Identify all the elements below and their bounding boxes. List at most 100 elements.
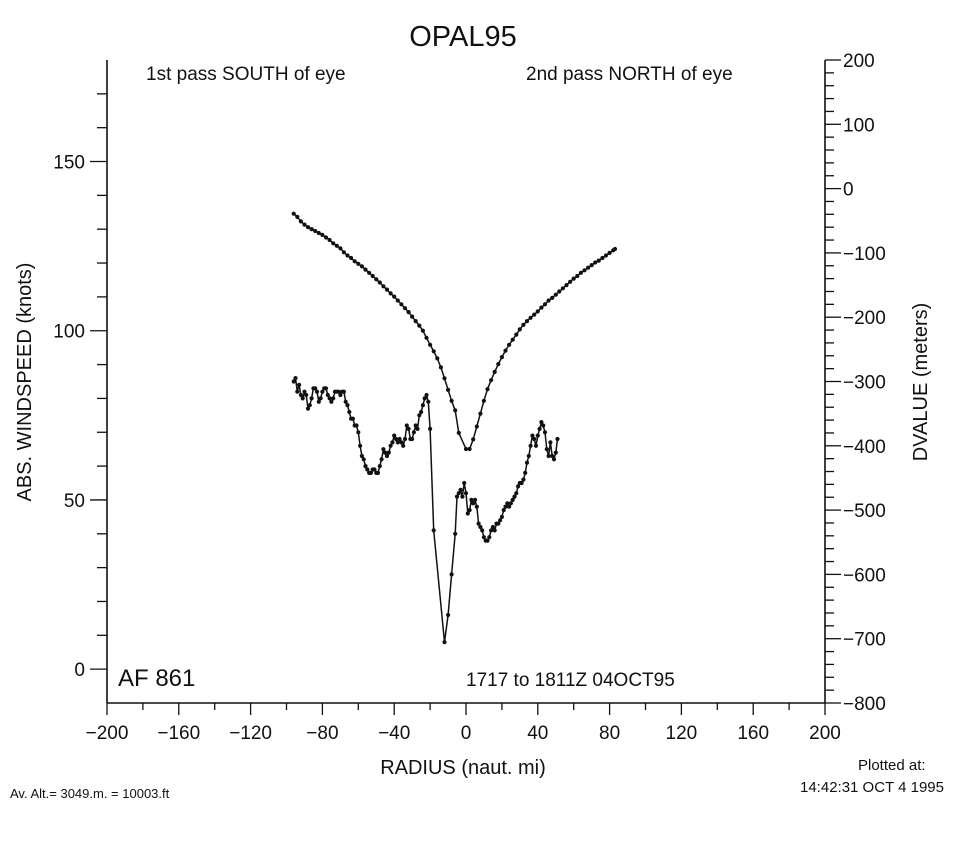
dvalue-data-point — [367, 270, 372, 275]
windspeed-data-point — [507, 504, 512, 509]
windspeed-data-point — [336, 389, 341, 394]
windspeed-data-point — [372, 467, 377, 472]
dvalue-data-point — [320, 232, 325, 237]
y-left-tick-label: 50 — [64, 491, 85, 512]
windspeed-data-point — [537, 426, 542, 431]
y-left-tick-label: 100 — [53, 322, 85, 343]
dvalue-data-point — [503, 348, 508, 353]
windspeed-data-point — [487, 535, 492, 540]
dvalue-data-point — [438, 365, 443, 370]
windspeed-data-point — [501, 508, 506, 513]
windspeed-data-point — [305, 406, 311, 411]
windspeed-data-point — [358, 443, 363, 448]
dvalue-data-point — [331, 241, 336, 246]
dvalue-data-point — [481, 398, 486, 403]
windspeed-data-point — [453, 531, 458, 536]
windspeed-data-point — [544, 447, 549, 452]
windspeed-data-point — [392, 433, 397, 438]
dvalue-data-point — [370, 273, 375, 279]
windspeed-data-point — [363, 464, 368, 469]
windspeed-data-point — [476, 521, 481, 526]
windspeed-data-point — [526, 453, 531, 459]
windspeed-data-point — [419, 409, 424, 415]
windspeed-data-point — [329, 399, 334, 404]
dvalue-data-point — [568, 279, 573, 284]
dvalue-data-point — [377, 280, 382, 285]
dvalue-data-point — [524, 319, 530, 324]
dvalue-data-point — [478, 411, 483, 416]
x-tick-label: 160 — [737, 723, 769, 744]
dvalue-data-point — [607, 250, 612, 255]
y-right-tick-label: −600 — [843, 565, 886, 586]
dvalue-data-point — [560, 286, 566, 291]
y-left-tick-label: 0 — [74, 660, 85, 681]
dvalue-data-point — [582, 268, 587, 273]
x-tick-label: −200 — [86, 723, 129, 744]
windspeed-data-point — [404, 423, 409, 428]
windspeed-data-point — [442, 640, 447, 645]
dvalue-data-point — [349, 255, 354, 261]
windspeed-data-point — [463, 491, 469, 496]
dvalue-data-point — [338, 246, 343, 251]
dvalue-data-point — [589, 263, 594, 268]
windspeed-data-point — [514, 491, 519, 496]
y-axis-left-label: ABS. WINDSPEED (knots) — [14, 263, 36, 502]
windspeed-data-point — [521, 477, 526, 482]
windspeed-data-point — [393, 436, 399, 442]
y-left-tick-label: 150 — [53, 153, 85, 174]
windspeed-data-point — [519, 480, 524, 486]
dvalue-data-point — [492, 369, 497, 374]
windspeed-data-point — [298, 392, 303, 398]
y-right-tick-label: −100 — [843, 244, 886, 265]
annotation-flight: AF 861 — [118, 665, 195, 692]
windspeed-data-point — [399, 440, 404, 445]
dvalue-data-point — [313, 228, 318, 234]
windspeed-data-point — [406, 426, 411, 431]
windspeed-data-point — [413, 423, 418, 428]
dvalue-data-point — [374, 277, 379, 282]
windspeed-data-point — [431, 528, 436, 533]
dvalue-data-point — [600, 255, 605, 261]
windspeed-data-point — [390, 440, 395, 445]
windspeed-data-point — [300, 396, 305, 401]
dvalue-data-point — [302, 222, 307, 227]
windspeed-data-point — [325, 392, 330, 398]
windspeed-data-point — [499, 514, 504, 520]
dvalue-data-point — [586, 265, 591, 270]
windspeed-data-point — [530, 433, 535, 438]
windspeed-data-point — [302, 389, 307, 394]
x-tick-label: −40 — [378, 723, 410, 744]
y-right-tick-label: −500 — [843, 501, 886, 522]
windspeed-data-point — [528, 443, 533, 448]
windspeed-data-point — [341, 389, 346, 394]
windspeed-data-point — [420, 403, 425, 408]
x-axis-label: RADIUS (naut. mi) — [380, 757, 546, 779]
windspeed-data-point — [446, 612, 451, 618]
windspeed-data-point — [508, 501, 513, 506]
windspeed-data-point — [343, 399, 348, 404]
dvalue-data-point — [392, 294, 397, 299]
windspeed-data-point — [532, 436, 537, 442]
dvalue-data-point — [309, 227, 314, 232]
dvalue-data-point — [521, 322, 526, 327]
windspeed-data-point — [490, 524, 495, 530]
x-tick-label: 120 — [666, 723, 698, 744]
windspeed-data-point — [397, 436, 402, 442]
annotation-time-range: 1717 to 1811Z 04OCT95 — [466, 670, 675, 691]
windspeed-data-point — [323, 386, 329, 391]
annotation-first-pass: 1st pass SOUTH of eye — [146, 64, 346, 85]
dvalue-data-point — [295, 214, 300, 219]
x-tick-label: 200 — [809, 723, 841, 744]
windspeed-data-point — [384, 453, 390, 459]
dvalue-data-point — [316, 230, 321, 236]
dvalue-data-point — [406, 310, 411, 315]
x-tick-label: 0 — [461, 723, 472, 744]
dvalue-data-point — [485, 387, 490, 392]
dvalue-data-point — [507, 342, 512, 347]
windspeed-data-point — [309, 396, 314, 401]
dvalue-data-point — [546, 298, 551, 303]
dvalue-data-point — [456, 430, 461, 435]
windspeed-data-point — [383, 450, 388, 455]
dvalue-data-point — [542, 302, 548, 307]
windspeed-data-point — [539, 420, 544, 425]
